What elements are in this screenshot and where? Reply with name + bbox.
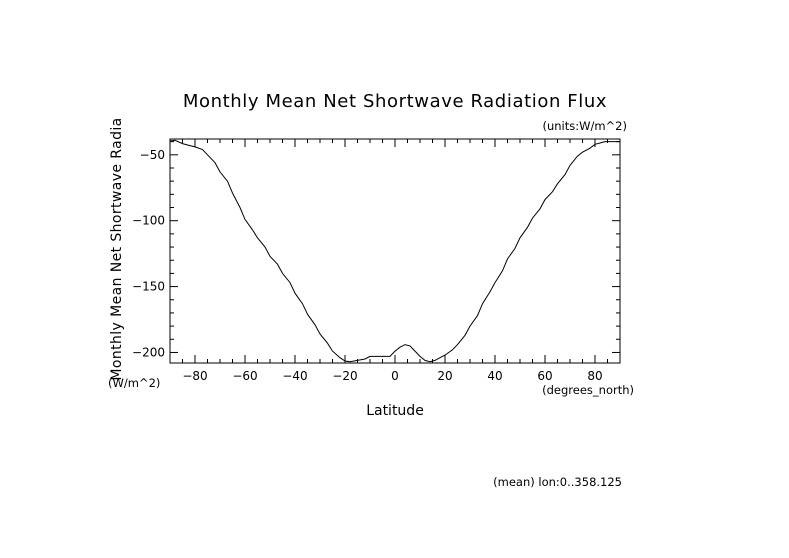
- x-axis-label: Latitude: [366, 403, 424, 419]
- chart-title: Monthly Mean Net Shortwave Radiation Flu…: [183, 91, 607, 112]
- x-tick-label: 0: [391, 369, 399, 383]
- x-axis-units: (degrees_north): [542, 383, 634, 397]
- x-axis-ticks: [182, 139, 608, 363]
- x-tick-label: 20: [437, 369, 452, 383]
- plot-frame: [169, 138, 621, 364]
- x-tick-label: −40: [282, 369, 307, 383]
- x-tick-labels: −80 −60 −40 −20 0 20 40 60 80: [182, 369, 602, 383]
- y-tick-label: −100: [132, 214, 165, 228]
- x-tick-label: −80: [182, 369, 207, 383]
- y-tick-label: −50: [140, 148, 165, 162]
- y-axis-label: Monthly Mean Net Shortwave Radia: [109, 117, 125, 380]
- y-tick-labels: −50 −100 −150 −200: [132, 148, 165, 360]
- series-line: [169, 139, 620, 363]
- y-tick-label: −150: [132, 280, 165, 294]
- footer-note: (mean) lon:0..358.125: [493, 475, 622, 489]
- x-tick-label: 60: [537, 369, 552, 383]
- y-tick-label: −200: [132, 345, 165, 359]
- x-tick-label: −60: [232, 369, 257, 383]
- x-tick-label: −20: [332, 369, 357, 383]
- y-axis-units: (W/m^2): [108, 376, 160, 390]
- x-tick-label: 40: [487, 369, 502, 383]
- units-note: (units:W/m^2): [542, 119, 627, 133]
- y-axis-ticks: [170, 141, 620, 353]
- x-tick-label: 80: [587, 369, 602, 383]
